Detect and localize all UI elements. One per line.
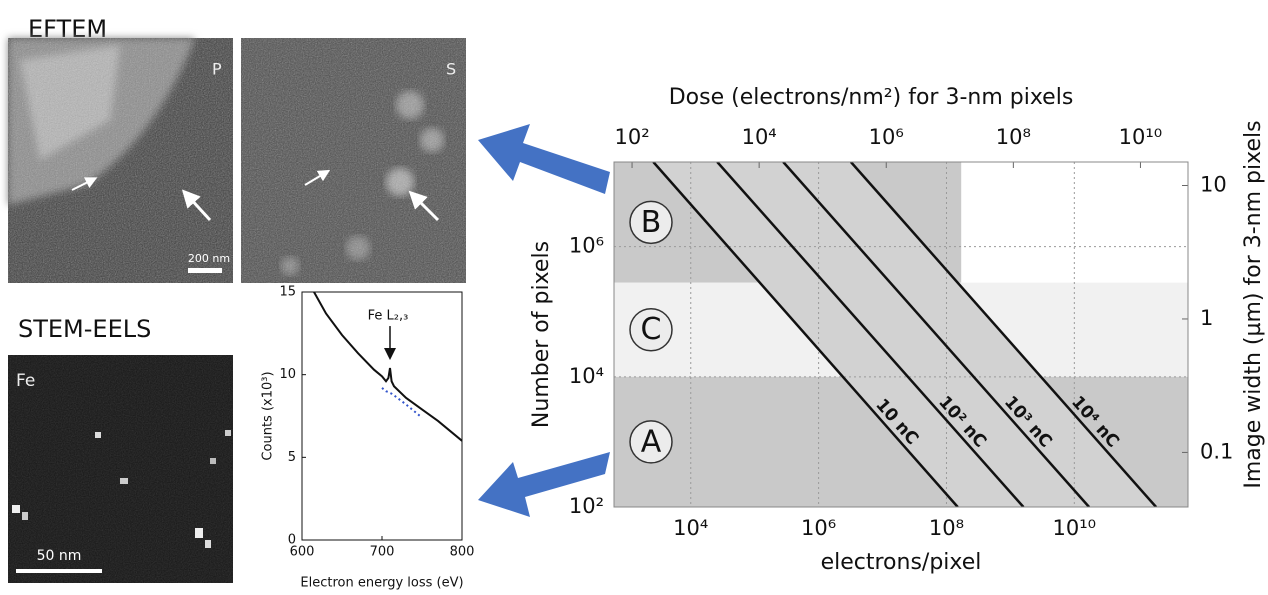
image-label: Fe [16, 371, 35, 391]
region-label: B [641, 205, 662, 240]
chart: 10⁴ 10⁶ 10⁸ 10¹⁰ 10² 10⁴ 10⁶ 10² 10⁴ 10⁶ 10⁸ 10¹⁰ 0.… [529, 85, 1266, 575]
x-axis-label: Electron energy loss (eV) [300, 576, 463, 591]
x-tick-label: 10¹⁰ [1053, 516, 1097, 540]
x-tick-label: 10⁴ [673, 516, 708, 540]
image-p: P 200 nm [8, 38, 233, 283]
stem-title: STEM-EELS [18, 315, 151, 343]
y2-tick-label: 1 [1200, 306, 1213, 330]
x-tick-label: 800 [450, 545, 475, 560]
x2-tick-label: 10² [614, 125, 649, 149]
image-label: P [212, 60, 222, 79]
y-tick-label: 10⁶ [569, 234, 604, 258]
plot-frame [302, 292, 462, 540]
y-tick-label: 10⁴ [569, 364, 604, 388]
y2-axis-label: Image width (µm) for 3-nm pixels [1241, 120, 1266, 488]
y-tick-label: 10 [279, 367, 296, 382]
y-tick-label: 15 [279, 285, 296, 300]
x2-tick-label: 10⁴ [742, 125, 777, 149]
y-tick-label: 10² [569, 494, 604, 518]
annotation: Fe L₂,₃ [368, 309, 409, 324]
x2-tick-label: 10¹⁰ [1119, 125, 1163, 149]
region-label: C [641, 312, 662, 347]
image-s: S [241, 38, 466, 283]
image-label: S [446, 60, 456, 79]
x-axis-label: electrons/pixel [821, 550, 982, 575]
figure: EFTEM STEM-EELS P 200 nm S Fe 50 nm [0, 0, 1268, 595]
scale-bar-label: 200 nm [188, 252, 230, 265]
page: {"panels": {"eftem_title": "EFTEM", "ste… [0, 0, 1268, 595]
x2-axis-label: Dose (electrons/nm²) for 3-nm pixels [669, 85, 1074, 110]
scale-bar-label: 50 nm [37, 548, 82, 564]
x2-tick-label: 10⁸ [996, 125, 1031, 149]
y-tick-label: 5 [288, 450, 296, 465]
region-label: A [641, 424, 662, 459]
x2-tick-label: 10⁶ [869, 125, 904, 149]
data-line [382, 388, 422, 418]
y-tick-label: 0 [288, 533, 296, 548]
image-fe: Fe 50 nm [8, 355, 233, 583]
y2-tick-label: 0.1 [1200, 439, 1233, 463]
y-axis-label: Counts (x10³) [261, 371, 276, 460]
x-tick-label: 700 [370, 545, 395, 560]
y2-tick-label: 10 [1200, 173, 1227, 197]
x-tick-label: 10⁸ [929, 516, 964, 540]
x-tick-label: 10⁶ [801, 516, 836, 540]
y-axis-label: Number of pixels [529, 241, 554, 428]
